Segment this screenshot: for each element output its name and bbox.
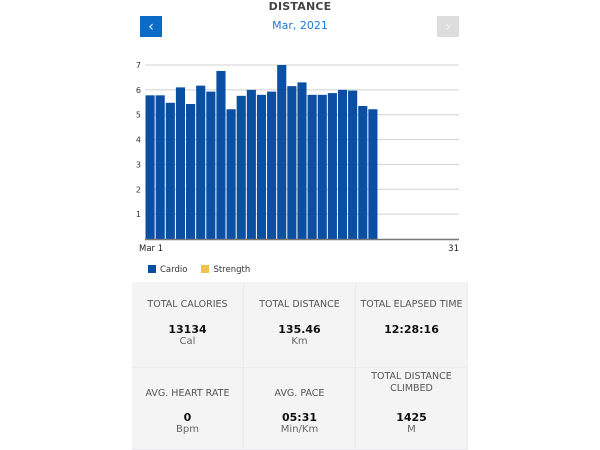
bar-day-3 — [165, 102, 175, 239]
bar-day-8 — [216, 70, 226, 239]
stat-total-elapsed-time: TOTAL ELAPSED TIME 12:28:16 — [356, 282, 468, 368]
y-tick-label: 5 — [136, 111, 141, 120]
month-label: Mar, 2021 — [272, 19, 328, 32]
y-tick-label: 3 — [136, 160, 141, 169]
bar-day-10 — [236, 95, 246, 239]
bar-day-9 — [226, 109, 236, 239]
bar-day-13 — [267, 91, 277, 240]
bar-day-15 — [287, 86, 297, 239]
bar-day-4 — [175, 87, 186, 239]
bar-day-6 — [196, 85, 206, 239]
bar-day-22 — [358, 106, 368, 239]
legend-item-strength: Strength — [201, 265, 250, 275]
stat-total-calories: TOTAL CALORIES 13134 Cal — [132, 282, 244, 368]
bar-day-11 — [246, 89, 256, 239]
y-tick-label: 4 — [136, 136, 141, 145]
stats-panel: TOTAL CALORIES 13134 Cal TOTAL DISTANCE 135… — [132, 282, 468, 450]
page-title: DISTANCE — [268, 0, 332, 13]
x-tick-label-start: Mar 1 — [139, 244, 163, 254]
stat-total-distance: TOTAL DISTANCE 135.46 Km — [244, 282, 356, 368]
y-tick-label: 6 — [136, 86, 141, 95]
chevron-right-icon: › — [445, 18, 451, 35]
bar-day-16 — [297, 82, 307, 240]
bar-day-14 — [277, 65, 287, 239]
bar-day-17 — [307, 94, 317, 239]
chevron-left-icon: ‹ — [148, 18, 154, 35]
previous-month-button[interactable]: ‹ — [140, 16, 162, 37]
stat-avg-heart-rate: AVG. HEART RATE 0 Bpm — [132, 368, 244, 450]
bar-day-7 — [206, 91, 216, 240]
strength-swatch — [201, 265, 210, 273]
stat-total-distance-climbed: TOTAL DISTANCE CLIMBED 1425 M — [356, 368, 468, 450]
cardio-swatch — [148, 265, 156, 273]
x-tick-label-end: 31 — [448, 244, 459, 254]
bar-day-19 — [327, 93, 337, 240]
bar-day-20 — [337, 89, 348, 239]
bar-day-1 — [145, 95, 155, 239]
bar-day-18 — [317, 94, 327, 239]
bar-day-12 — [256, 94, 267, 239]
next-month-button[interactable]: › — [437, 16, 459, 37]
legend-item-cardio: Cardio — [148, 265, 187, 275]
distance-chart: 1 2 3 4 5 6 7 Mar 1 31 — [136, 61, 459, 254]
bar-day-5 — [186, 104, 196, 239]
stat-avg-pace: AVG. PACE 05:31 Min/Km — [244, 368, 356, 450]
bar-day-2 — [155, 95, 165, 239]
y-tick-label: 7 — [136, 61, 141, 70]
bar-day-21 — [348, 90, 358, 239]
y-tick-label: 1 — [136, 210, 141, 219]
chart-legend: Cardio Strength — [148, 265, 250, 275]
y-tick-label: 2 — [136, 185, 141, 194]
bar-day-23 — [368, 109, 378, 239]
